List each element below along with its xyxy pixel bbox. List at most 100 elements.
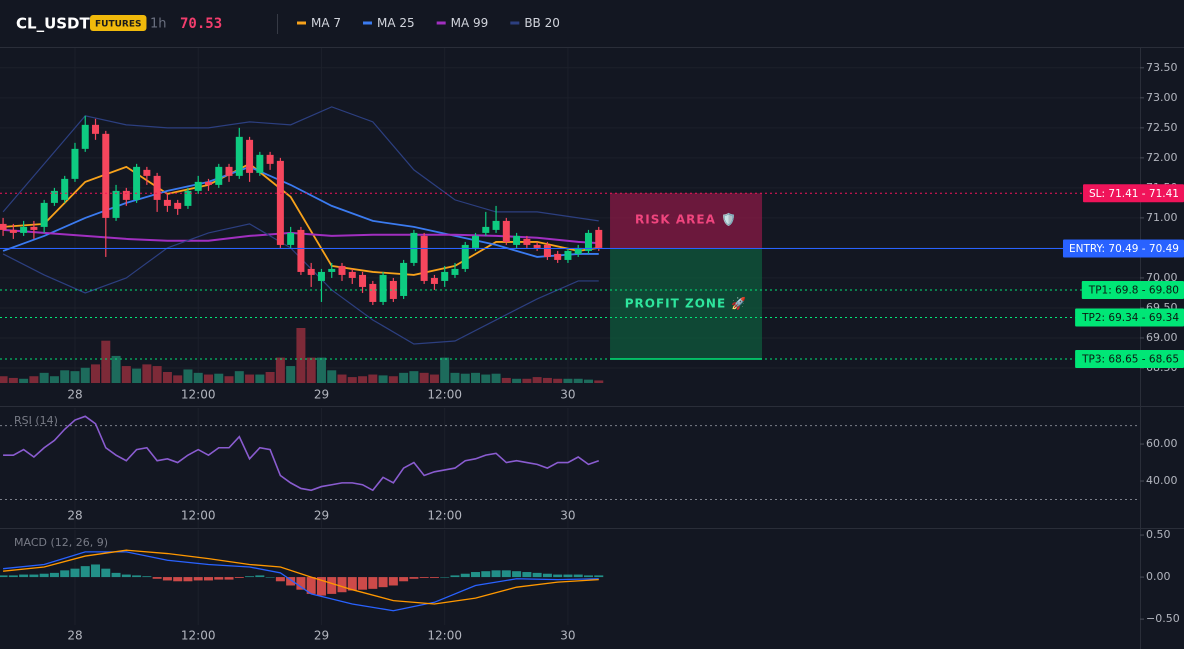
- candle-body: [533, 244, 541, 248]
- volume-bar: [563, 378, 573, 383]
- rsi-line: [3, 415, 600, 492]
- candle-body: [389, 280, 397, 299]
- candle-body: [410, 232, 418, 263]
- macd-histogram-bar: [101, 568, 111, 578]
- candle-body: [102, 133, 110, 218]
- macd-histogram-bar: [162, 577, 172, 581]
- candle-body: [584, 232, 592, 251]
- y-tick-label: 40.00: [1146, 474, 1178, 487]
- macd-histogram-bar: [368, 577, 378, 589]
- candle-body: [81, 124, 89, 149]
- macd-histogram-bar: [203, 577, 213, 581]
- macd-histogram-bar: [214, 577, 224, 580]
- candle-body: [379, 274, 387, 302]
- candle-body: [430, 277, 438, 284]
- y-tick-label: 0.50: [1146, 528, 1171, 541]
- macd-histogram-bar: [337, 577, 347, 593]
- y-tick-label: 69.00: [1146, 331, 1178, 344]
- volume-bar: [368, 374, 378, 383]
- volume-bar: [378, 375, 388, 383]
- macd-histogram-bar: [142, 576, 152, 578]
- volume-bar: [409, 371, 419, 383]
- level-badge: [1075, 308, 1184, 327]
- x-tick-label: 12:00: [427, 388, 462, 402]
- volume-bar: [286, 366, 296, 383]
- candle-body: [30, 226, 38, 230]
- candle-body: [174, 202, 182, 209]
- candle-body: [441, 271, 449, 281]
- candle-body: [184, 190, 192, 206]
- zone-label: PROFIT ZONE 🚀: [625, 296, 748, 310]
- level-badge: [1083, 184, 1184, 203]
- macd-histogram-bar: [481, 571, 491, 578]
- macd-histogram-bar: [419, 577, 429, 578]
- y-tick-label: 71.00: [1146, 211, 1178, 224]
- candle-body: [61, 178, 69, 200]
- volume-bar: [296, 328, 306, 383]
- volume-bar: [111, 355, 121, 383]
- candle-body: [502, 220, 510, 242]
- volume-bar: [419, 372, 429, 383]
- volume-bar: [265, 372, 275, 383]
- legend-label: MA 25: [377, 16, 415, 30]
- macd-histogram-bar: [183, 577, 193, 582]
- candle-body: [492, 220, 500, 230]
- macd-histogram-bar: [460, 573, 470, 578]
- macd-histogram-bar: [70, 568, 80, 578]
- macd-histogram-bar: [39, 573, 49, 578]
- x-tick-label: 30: [560, 388, 575, 402]
- macd-histogram-bar: [224, 577, 234, 580]
- legend-label: MA 99: [451, 16, 489, 30]
- macd-histogram-bar: [49, 572, 59, 578]
- volume-bar: [522, 378, 532, 383]
- macd-histogram-bar: [132, 575, 142, 578]
- level-badge: [1075, 349, 1184, 368]
- macd-histogram-bar: [532, 572, 542, 578]
- macd-histogram-bar: [450, 575, 460, 578]
- level-label: SL: 71.41 - 71.41: [1089, 188, 1179, 200]
- y-tick-label: 72.50: [1146, 121, 1178, 134]
- x-tick-label: 12:00: [427, 509, 462, 523]
- macd-histogram-bar: [80, 566, 90, 578]
- candle-body: [256, 154, 264, 173]
- x-tick-label: 30: [560, 629, 575, 643]
- volume-bar: [224, 376, 234, 383]
- y-tick-label: 60.00: [1146, 437, 1178, 450]
- y-tick-label: 73.00: [1146, 91, 1178, 104]
- candle-body: [461, 244, 469, 269]
- volume-bar: [0, 376, 8, 383]
- macd-histogram-bar: [255, 575, 265, 578]
- bollinger-upper: [2, 106, 599, 222]
- y-tick-label: 72.00: [1146, 151, 1178, 164]
- x-tick-label: 12:00: [427, 629, 462, 643]
- level-label: ENTRY: 70.49 - 70.49: [1069, 243, 1179, 255]
- level-label: TP2: 69.34 - 69.34: [1081, 312, 1179, 324]
- market-badge: [90, 15, 147, 31]
- volume-bar: [101, 340, 111, 383]
- candle-body: [287, 232, 295, 245]
- macd-histogram-bar: [121, 574, 131, 578]
- y-tick-label: 0.00: [1146, 570, 1171, 583]
- volume-bar: [316, 357, 326, 383]
- volume-bar: [481, 374, 491, 383]
- volume-bar: [542, 377, 552, 383]
- zone-label: RISK AREA 🛡️: [635, 212, 737, 226]
- volume-bar: [132, 368, 142, 383]
- candle-body: [153, 175, 161, 200]
- candle-body: [472, 235, 480, 248]
- market: FUTURES: [95, 20, 141, 30]
- volume-bar: [49, 376, 59, 383]
- symbol: CL_USDT: [16, 15, 91, 33]
- macd-histogram-bar: [275, 577, 285, 582]
- volume-bar: [460, 373, 470, 383]
- macd-histogram-bar: [193, 577, 203, 581]
- x-tick-label: 29: [314, 509, 329, 523]
- macd-histogram-bar: [19, 574, 29, 578]
- legend-label: MA 7: [311, 16, 341, 30]
- macd-histogram-bar: [542, 573, 552, 578]
- volume-bar: [501, 377, 511, 383]
- volume-bar: [193, 372, 203, 383]
- interval: 1h: [150, 17, 167, 32]
